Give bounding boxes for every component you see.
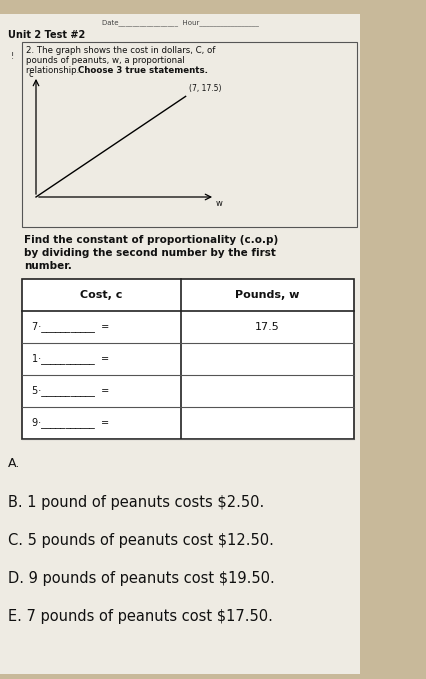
Bar bbox=[22, 42, 357, 227]
Text: number.: number. bbox=[24, 261, 72, 271]
Text: Date_________________  Hour_________________: Date_________________ Hour______________… bbox=[101, 19, 259, 26]
Text: c: c bbox=[29, 70, 33, 79]
Text: 9·___________  =: 9·___________ = bbox=[32, 418, 109, 428]
Text: pounds of peanuts, w, a proportional: pounds of peanuts, w, a proportional bbox=[26, 56, 185, 65]
Text: (7, 17.5): (7, 17.5) bbox=[189, 84, 221, 94]
Text: C. 5 pounds of peanuts cost $12.50.: C. 5 pounds of peanuts cost $12.50. bbox=[8, 533, 274, 548]
Text: 7·___________  =: 7·___________ = bbox=[32, 322, 109, 333]
Text: B. 1 pound of peanuts costs $2.50.: B. 1 pound of peanuts costs $2.50. bbox=[8, 495, 264, 510]
Text: !: ! bbox=[10, 52, 14, 61]
Text: Choose 3 true statements.: Choose 3 true statements. bbox=[78, 66, 208, 75]
Text: relationship.: relationship. bbox=[26, 66, 82, 75]
Text: Unit 2 Test #2: Unit 2 Test #2 bbox=[8, 30, 85, 40]
Text: E. 7 pounds of peanuts cost $17.50.: E. 7 pounds of peanuts cost $17.50. bbox=[8, 609, 273, 624]
Text: 2. The graph shows the cost in dollars, C, of: 2. The graph shows the cost in dollars, … bbox=[26, 46, 216, 55]
Text: 5·___________  =: 5·___________ = bbox=[32, 386, 109, 397]
Text: D. 9 pounds of peanuts cost $19.50.: D. 9 pounds of peanuts cost $19.50. bbox=[8, 571, 275, 586]
Text: Pounds, w: Pounds, w bbox=[236, 290, 300, 300]
Bar bbox=[0, 14, 360, 674]
Text: Find the constant of proportionality (c.o.p): Find the constant of proportionality (c.… bbox=[24, 235, 278, 245]
Bar bbox=[22, 279, 354, 439]
Text: w: w bbox=[216, 199, 222, 208]
Text: Cost, c: Cost, c bbox=[81, 290, 123, 300]
Text: 17.5: 17.5 bbox=[255, 322, 280, 332]
Text: 1·___________  =: 1·___________ = bbox=[32, 354, 109, 365]
Text: A.: A. bbox=[8, 457, 20, 470]
Text: by dividing the second number by the first: by dividing the second number by the fir… bbox=[24, 248, 276, 258]
